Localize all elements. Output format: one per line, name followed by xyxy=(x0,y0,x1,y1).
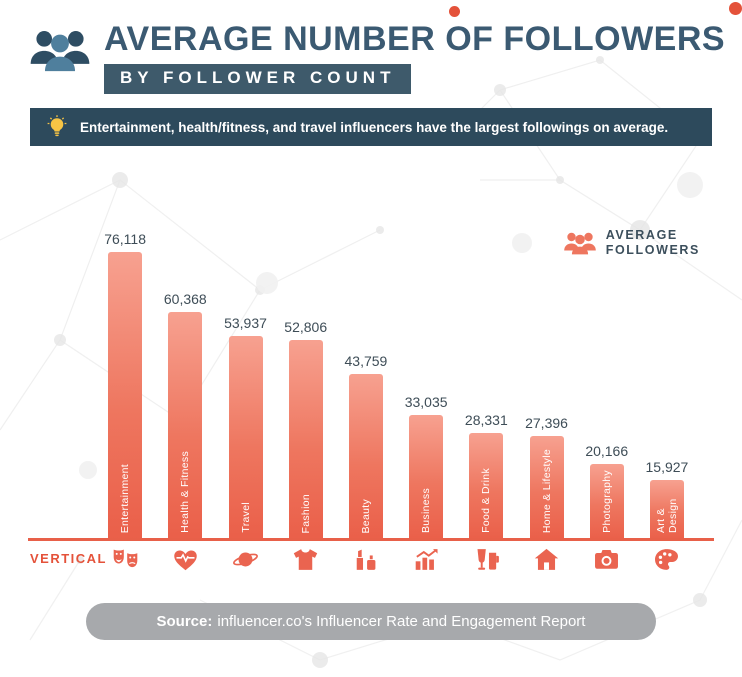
bar-category-label: Health & Fitness xyxy=(179,451,192,533)
bar-art-design: Art & Design xyxy=(649,480,684,540)
bar-value-label: 27,396 xyxy=(525,415,568,431)
tshirt-icon xyxy=(276,546,336,573)
bar-category-label: Art & Design xyxy=(654,498,679,533)
bar-column-business: 33,035 Business xyxy=(396,394,456,540)
cosmetics-icon xyxy=(336,546,396,573)
bar-value-label: 33,035 xyxy=(404,394,448,410)
bar-home-lifestyle: Home & Lifestyle xyxy=(529,436,564,540)
bar-category-label: Home & Lifestyle xyxy=(540,448,553,533)
bar-value-label: 52,806 xyxy=(284,319,328,335)
key-insight-text: Entertainment, health/fitness, and trave… xyxy=(80,119,669,135)
heart-pulse-icon xyxy=(155,546,215,573)
bar-value-label: 43,759 xyxy=(344,353,388,369)
page-title: AVERAGE NUMBER OF FOLLOWERS xyxy=(104,20,726,58)
source-attribution: Source: influencer.co's Influencer Rate … xyxy=(86,603,656,640)
lightbulb-icon xyxy=(45,115,69,139)
x-axis-title: VERTICAL xyxy=(30,551,107,566)
chart-legend: AVERAGE FOLLOWERS xyxy=(563,228,700,258)
followers-group-icon xyxy=(28,24,92,76)
drinks-icon xyxy=(456,546,516,573)
bar-column-travel: 53,937 Travel xyxy=(215,315,275,540)
bar-column-fashion: 52,806 Fashion xyxy=(276,319,336,540)
average-followers-icon xyxy=(563,229,597,257)
category-icons-row xyxy=(95,546,697,573)
bar-chart-growth-icon xyxy=(396,546,456,573)
bar-column-photography: 20,166 Photography xyxy=(577,443,637,540)
house-icon xyxy=(516,546,576,573)
bar-value-label: 20,166 xyxy=(585,443,629,459)
bar-category-label: Fashion xyxy=(299,493,312,533)
bar-beauty: Beauty xyxy=(348,374,383,540)
legend-label: AVERAGE FOLLOWERS xyxy=(605,228,700,257)
bar-column-health-fitness: 60,368 Health & Fitness xyxy=(155,291,215,540)
source-text: influencer.co's Influencer Rate and Enga… xyxy=(217,613,586,630)
bar-entertainment: Entertainment xyxy=(108,252,143,540)
bar-value-label: 60,368 xyxy=(163,291,207,307)
bar-health-fitness: Health & Fitness xyxy=(168,312,203,540)
bar-category-label: Entertainment xyxy=(119,463,132,533)
bar-value-label: 15,927 xyxy=(645,459,689,475)
bar-category-label: Beauty xyxy=(359,498,372,534)
bar-business: Business xyxy=(409,415,444,540)
key-insight-banner: Entertainment, health/fitness, and trave… xyxy=(30,108,712,146)
bar-category-label: Business xyxy=(420,487,433,533)
x-axis-line xyxy=(28,538,714,541)
bar-travel: Travel xyxy=(228,336,263,540)
bar-value-label: 76,118 xyxy=(104,231,146,247)
camera-icon xyxy=(577,546,637,573)
header: AVERAGE NUMBER OF FOLLOWERS BY FOLLOWER … xyxy=(104,20,725,94)
coral-dot-decoration xyxy=(729,2,742,15)
page-subtitle: BY FOLLOWER COUNT xyxy=(104,64,412,94)
bar-category-label: Photography xyxy=(600,470,613,533)
theater-masks-icon xyxy=(95,546,155,573)
bar-category-label: Travel xyxy=(239,502,252,533)
bar-column-food-drink: 28,331 Food & Drink xyxy=(456,412,516,540)
bar-food-drink: Food & Drink xyxy=(469,433,504,540)
bar-column-beauty: 43,759 Beauty xyxy=(336,353,396,540)
bar-chart: 76,118 Entertainment 60,368 Health & Fitnes… xyxy=(95,231,697,540)
coral-dot-decoration xyxy=(449,6,460,17)
bar-value-label: 53,937 xyxy=(224,315,267,331)
planet-ring-icon xyxy=(215,546,275,573)
bar-column-home-lifestyle: 27,396 Home & Lifestyle xyxy=(516,415,576,540)
bar-category-label: Food & Drink xyxy=(480,468,493,533)
source-prefix: Source: xyxy=(156,613,213,630)
bar-photography: Photography xyxy=(589,464,624,540)
bar-value-label: 28,331 xyxy=(464,412,508,428)
paint-palette-icon xyxy=(637,546,697,573)
bar-column-art-design: 15,927 Art & Design xyxy=(637,459,697,540)
bar-column-entertainment: 76,118 Entertainment xyxy=(95,231,155,540)
bar-fashion: Fashion xyxy=(288,340,323,540)
